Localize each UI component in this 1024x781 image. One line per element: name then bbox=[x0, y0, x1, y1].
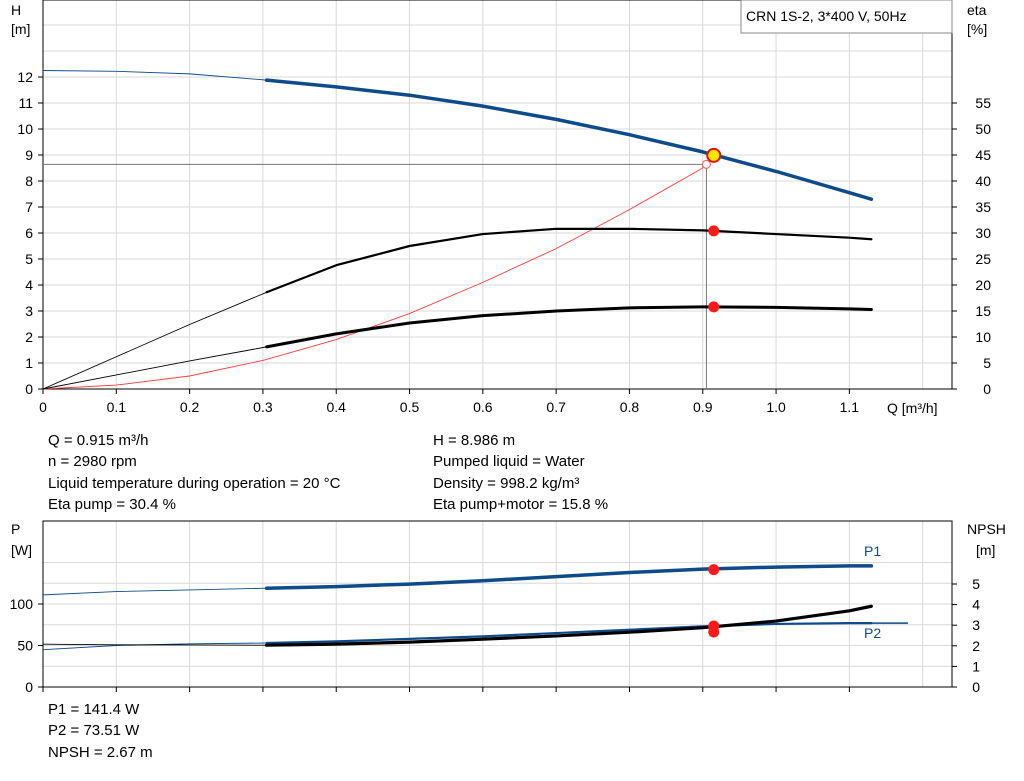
system-point-marker bbox=[701, 159, 711, 169]
eta-tick-label: 15 bbox=[975, 303, 991, 319]
info-liquid: Pumped liquid = Water bbox=[433, 453, 585, 470]
x-tick-label: 0.8 bbox=[620, 399, 640, 415]
eta-tick-label: 35 bbox=[975, 199, 991, 215]
eta-pump-curve bbox=[265, 227, 873, 294]
top-grid bbox=[43, 0, 952, 389]
npsh-tick-label: 1 bbox=[972, 658, 980, 674]
power-axis-label: P bbox=[11, 521, 20, 537]
legend-p1: P1 bbox=[864, 543, 881, 559]
x-tick-label: 0 bbox=[39, 399, 47, 415]
system-curve bbox=[42, 164, 704, 390]
x-tick-label: 0.5 bbox=[400, 399, 420, 415]
x-tick-label: 1.1 bbox=[840, 399, 860, 415]
x-tick-label: 0.4 bbox=[326, 399, 346, 415]
left-axis-unit: [m] bbox=[11, 21, 30, 37]
npsh-tick-label: 3 bbox=[972, 617, 980, 633]
head-curve-extrapolated bbox=[42, 70, 267, 81]
info-npsh: NPSH = 2.67 m bbox=[48, 744, 153, 761]
top-plot-frame bbox=[42, 0, 953, 390]
legend-p2: P2 bbox=[864, 625, 881, 641]
p1-curve bbox=[264, 564, 874, 590]
p-tick-label: 100 bbox=[10, 596, 34, 612]
x-tick-label: 1.0 bbox=[766, 399, 786, 415]
top-markers bbox=[701, 147, 722, 313]
chart-title: CRN 1S-2, 3*400 V, 50Hz bbox=[746, 8, 907, 24]
npsh-marker bbox=[708, 626, 720, 638]
y-tick-label: 4 bbox=[25, 277, 33, 293]
x-tick-label: 0.7 bbox=[546, 399, 566, 415]
y-tick-label: 5 bbox=[25, 251, 33, 267]
right-axis-unit: [%] bbox=[967, 21, 987, 37]
info-eta-motor: Eta pump+motor = 15.8 % bbox=[433, 496, 609, 513]
p1-curve-extrapolated bbox=[42, 587, 267, 596]
npsh-tick-label: 2 bbox=[972, 638, 980, 654]
eta-pump-motor-curve-extrapolated bbox=[42, 346, 267, 390]
npsh-curve bbox=[264, 604, 873, 647]
y-tick-label: 3 bbox=[25, 303, 33, 319]
info-temperature: Liquid temperature during operation = 20… bbox=[48, 475, 341, 492]
x-tick-label: 0.6 bbox=[473, 399, 493, 415]
y-tick-label: 11 bbox=[18, 95, 33, 111]
eta-motor-marker bbox=[708, 301, 720, 313]
y-tick-label: 6 bbox=[25, 225, 33, 241]
top-series bbox=[42, 70, 874, 390]
bottom-markers bbox=[708, 564, 720, 638]
duty-point-marker bbox=[706, 147, 722, 163]
left-axis-label: H bbox=[11, 2, 21, 18]
eta-tick-label: 30 bbox=[975, 225, 991, 241]
y-tick-label: 10 bbox=[17, 121, 33, 137]
eta-tick-label: 50 bbox=[975, 121, 991, 137]
x-axis-label: Q [m³/h] bbox=[887, 400, 938, 416]
title-box bbox=[740, 0, 953, 34]
eta-tick-label: 25 bbox=[975, 251, 991, 267]
top-tick-labels: 0 0.1 0.2 0.3 0.4 0.5 0.6 0.7 0.8 0.9 1.0 1.1012345… bbox=[17, 69, 991, 415]
p1-marker bbox=[708, 564, 720, 576]
info-p2: P2 = 73.51 W bbox=[48, 722, 140, 739]
p-tick-label: 0 bbox=[25, 679, 33, 695]
eta-tick-label: 10 bbox=[975, 329, 991, 345]
y-tick-label: 0 bbox=[25, 381, 33, 397]
npsh-axis-label: NPSH bbox=[967, 521, 1006, 537]
power-axis-unit: [W] bbox=[11, 542, 32, 558]
eta-tick-label: 20 bbox=[975, 277, 991, 293]
head-curve bbox=[264, 78, 874, 201]
p2-curve bbox=[265, 621, 873, 645]
y-tick-label: 9 bbox=[25, 147, 33, 163]
x-tick-label: 0.2 bbox=[180, 399, 200, 415]
eta-pump-marker bbox=[708, 225, 720, 237]
npsh-tick-label: 4 bbox=[972, 597, 980, 613]
npsh-tick-label: 5 bbox=[972, 576, 980, 592]
npsh-axis-unit: [m] bbox=[976, 542, 995, 558]
bottom-series bbox=[42, 564, 909, 651]
info-eta-pump: Eta pump = 30.4 % bbox=[48, 496, 176, 513]
npsh-curve-extrapolated bbox=[42, 643, 267, 646]
npsh-tick-label: 0 bbox=[972, 679, 980, 695]
eta-tick-label: 40 bbox=[975, 173, 991, 189]
bottom-tick-labels: 0 50 100 0 1 2 3 4 5 bbox=[10, 576, 981, 695]
eta-tick-label: 45 bbox=[975, 147, 991, 163]
info-p1: P1 = 141.4 W bbox=[48, 701, 140, 718]
eta-pump-motor-curve bbox=[265, 305, 873, 349]
y-tick-label: 1 bbox=[25, 355, 33, 371]
info-head: H = 8.986 m bbox=[433, 432, 516, 449]
info-flow: Q = 0.915 m³/h bbox=[48, 432, 149, 449]
eta-pump-curve-extrapolated bbox=[42, 291, 267, 390]
right-axis-label: eta bbox=[967, 2, 987, 18]
y-tick-label: 8 bbox=[25, 173, 33, 189]
x-tick-label: 0.3 bbox=[253, 399, 273, 415]
y-tick-label: 12 bbox=[17, 69, 33, 85]
info-density: Density = 998.2 kg/m³ bbox=[433, 475, 580, 492]
bottom-grid bbox=[43, 521, 952, 687]
eta-tick-label: 55 bbox=[975, 95, 991, 111]
info-speed: n = 2980 rpm bbox=[48, 453, 137, 470]
eta-tick-label: 5 bbox=[983, 355, 991, 371]
eta-tick-label: 0 bbox=[983, 381, 991, 397]
y-tick-label: 7 bbox=[25, 199, 33, 215]
x-tick-label: 0.1 bbox=[107, 399, 127, 415]
p-tick-label: 50 bbox=[17, 638, 33, 654]
y-tick-label: 2 bbox=[25, 329, 33, 345]
x-tick-label: 0.9 bbox=[693, 399, 713, 415]
